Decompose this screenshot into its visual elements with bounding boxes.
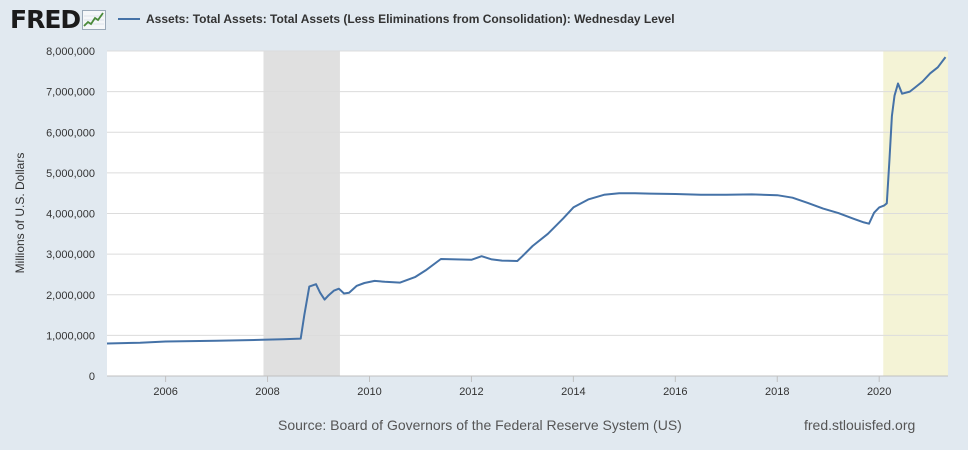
source-note: Source: Board of Governors of the Federa… (278, 417, 682, 433)
y-tick-label: 3,000,000 (46, 249, 95, 261)
fred-logo[interactable]: FRED (10, 5, 107, 34)
x-tick-label: 2006 (153, 386, 177, 398)
x-tick-label: 2010 (357, 386, 381, 398)
y-axis-ticks: 0 1,000,000 2,000,000 3,000,000 4,000,000 5,0… (46, 46, 95, 383)
y-tick-label: 5,000,000 (46, 168, 95, 180)
fred-logo-text: FRED (10, 5, 81, 34)
series-layer (106, 56, 947, 345)
y-tick-label: 1,000,000 (46, 330, 95, 342)
logo-graph-icon (82, 10, 107, 30)
y-tick-label: 8,000,000 (46, 46, 95, 58)
source-url-link[interactable]: fred.stlouisfed.org (804, 417, 916, 433)
chart-area: 0 1,000,000 2,000,000 3,000,000 4,000,000 5,0… (13, 46, 948, 398)
y-tick-label: 6,000,000 (46, 127, 95, 139)
x-axis-ticks: 2006 2008 2010 2012 2014 2016 2018 2020 (153, 376, 891, 398)
x-tick-label: 2014 (561, 386, 585, 398)
x-tick-label: 2016 (663, 386, 687, 398)
x-tick-label: 2012 (459, 386, 483, 398)
chart-svg: 0 1,000,000 2,000,000 3,000,000 4,000,000 5,0… (13, 46, 948, 398)
x-tick-label: 2008 (255, 386, 279, 398)
legend-label: Assets: Total Assets: Total Assets (Less… (146, 12, 675, 26)
chart-header: FRED Assets: Total Assets: Total Assets … (0, 0, 968, 40)
chart-legend: Assets: Total Assets: Total Assets (Less… (118, 12, 675, 26)
y-tick-label: 4,000,000 (46, 209, 95, 221)
x-tick-label: 2018 (765, 386, 789, 398)
gridlines (107, 50, 948, 377)
legend-swatch (118, 18, 140, 20)
y-tick-label: 2,000,000 (46, 290, 95, 302)
x-tick-label: 2020 (867, 386, 891, 398)
y-axis-title: Millions of U.S. Dollars (13, 153, 27, 274)
y-tick-label: 0 (89, 371, 95, 383)
y-tick-label: 7,000,000 (46, 87, 95, 99)
series-line-1[interactable] (106, 56, 947, 345)
